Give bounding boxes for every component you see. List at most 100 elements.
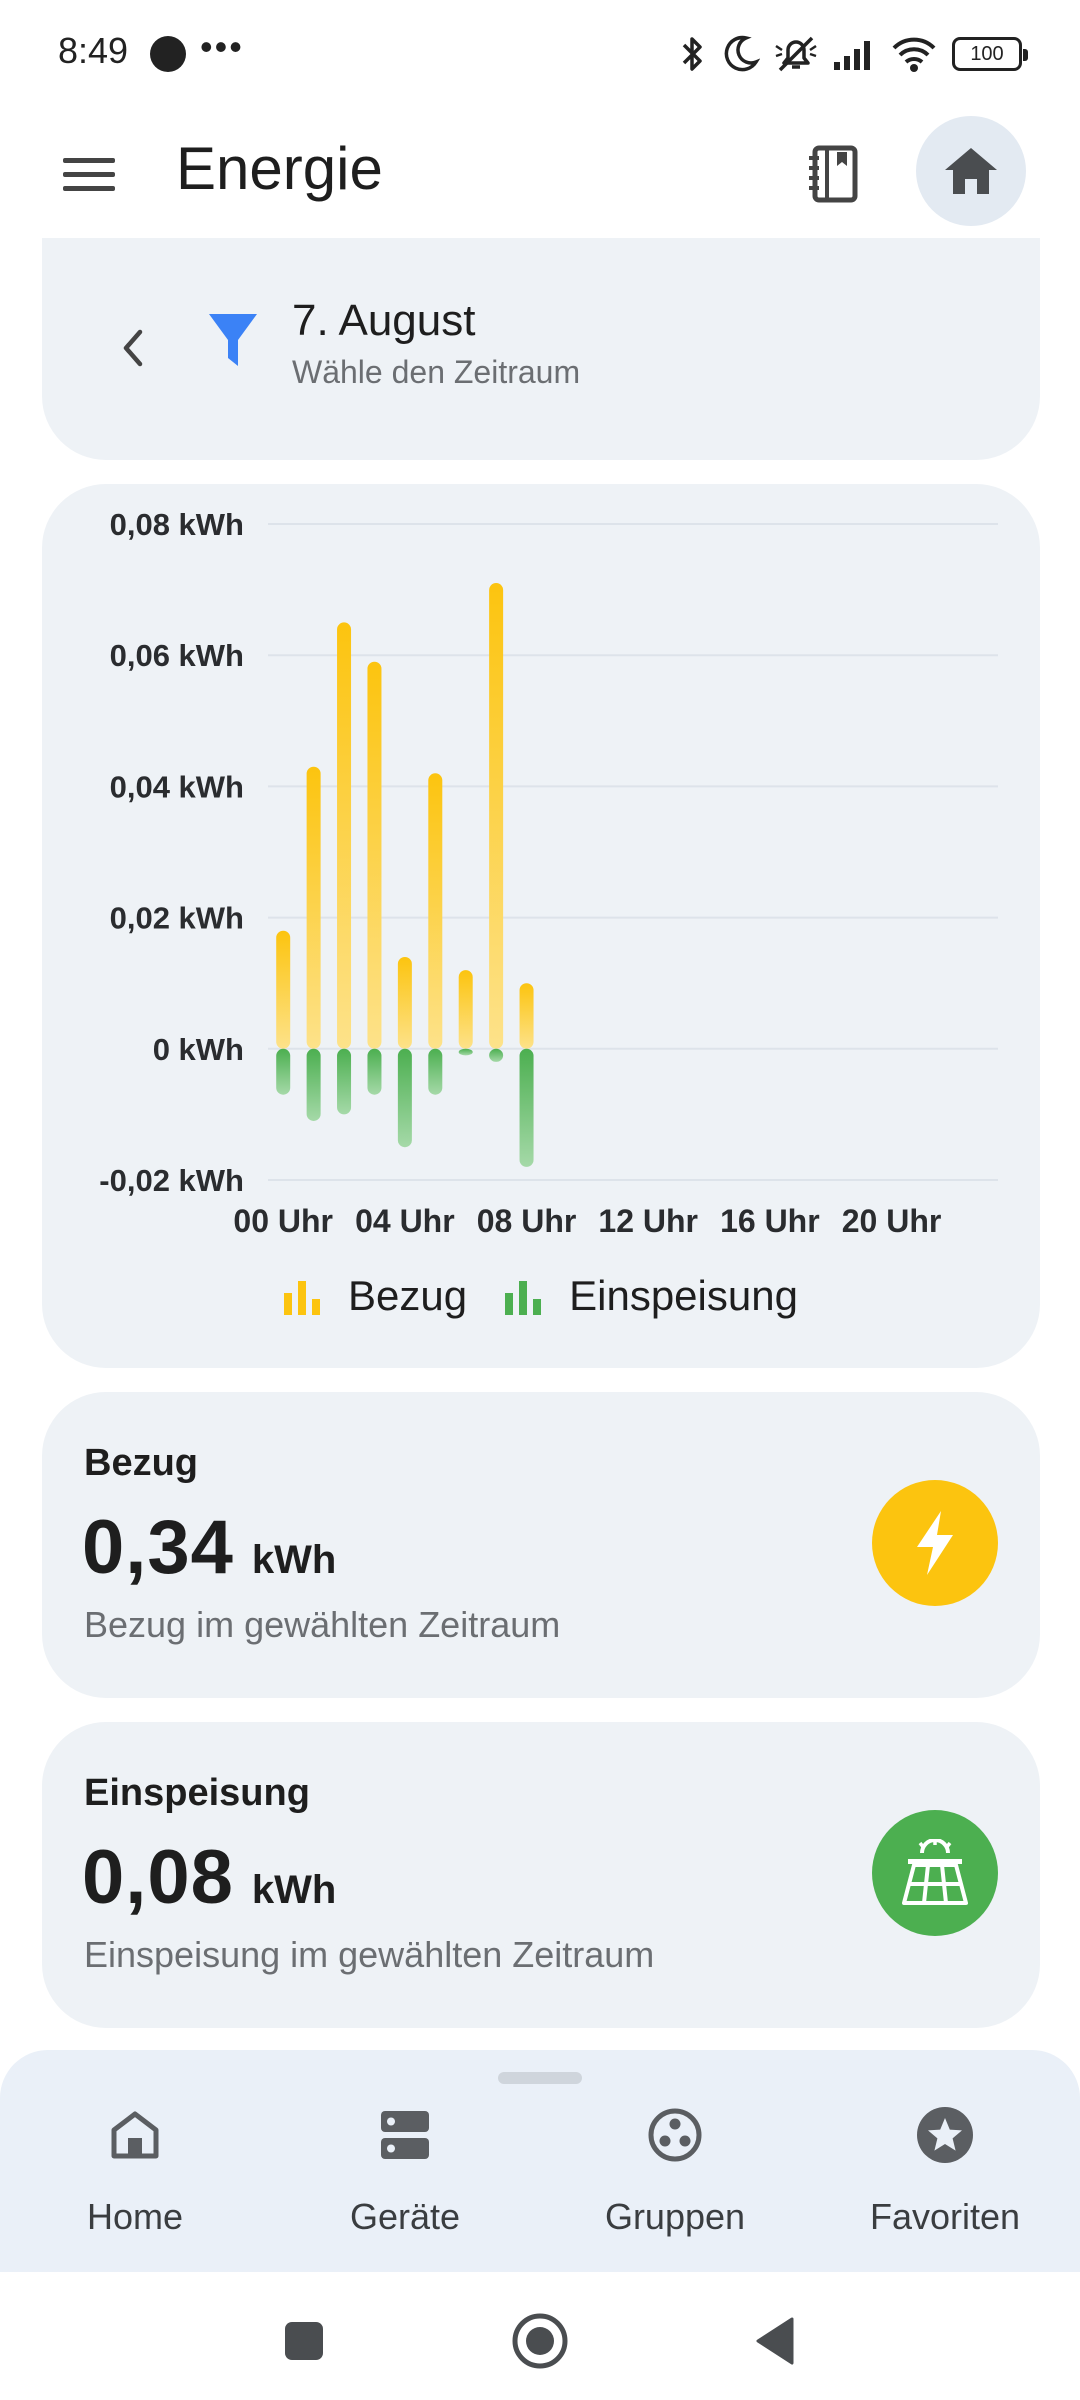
selected-date: 7. August xyxy=(292,296,476,345)
bar-einspeisung[interactable] xyxy=(458,1048,473,1056)
wifi-icon xyxy=(892,37,936,72)
x-tick-label: 20 Uhr xyxy=(842,1203,942,1239)
status-bar: 8:49 ••• 100 xyxy=(0,0,1080,108)
page-title: Energie xyxy=(176,135,383,202)
signal-icon xyxy=(834,41,870,70)
back-button[interactable] xyxy=(740,2306,810,2376)
home-outline-icon xyxy=(100,2100,170,2170)
bar-bezug[interactable] xyxy=(276,930,291,1049)
bar-einspeisung[interactable] xyxy=(397,1048,412,1148)
y-tick-label: 0,02 kWh xyxy=(110,901,244,936)
solar-panel-icon xyxy=(872,1810,998,1936)
previous-date-button[interactable] xyxy=(102,318,162,378)
muted-bell-icon xyxy=(775,36,817,72)
legend-swatch-einspeisung xyxy=(505,1281,542,1315)
nav-label-favoriten: Favoriten xyxy=(869,2196,1021,2237)
filter-icon xyxy=(207,310,259,375)
bluetooth-icon xyxy=(682,37,702,71)
chart-legend: Bezug Einspeisung xyxy=(42,1272,1040,1320)
system-navigation-bar xyxy=(0,2272,1080,2400)
y-tick-label: 0,04 kWh xyxy=(110,769,244,804)
bar-einspeisung[interactable] xyxy=(306,1048,321,1121)
book-button[interactable] xyxy=(796,136,872,212)
recents-button[interactable] xyxy=(269,2306,339,2376)
date-filter-card[interactable]: 7. August Wähle den Zeitraum xyxy=(42,238,1040,460)
nav-item-favoriten[interactable]: Favoriten xyxy=(810,2100,1080,2260)
einspeisung-value-row: 0,08 kWh xyxy=(82,1834,336,1921)
app-bar: Energie xyxy=(0,108,1080,238)
home-button[interactable] xyxy=(916,116,1026,226)
legend-item-bezug[interactable]: Bezug xyxy=(284,1272,467,1320)
bar-einspeisung[interactable] xyxy=(276,1048,291,1095)
moon-icon xyxy=(724,35,760,72)
nav-label-home: Home xyxy=(86,2196,184,2237)
back-icon xyxy=(756,2317,794,2365)
system-home-button[interactable] xyxy=(505,2306,575,2376)
bezug-unit: kWh xyxy=(251,1538,337,1582)
legend-item-einspeisung[interactable]: Einspeisung xyxy=(505,1272,798,1320)
legend-swatch-bezug xyxy=(284,1281,321,1315)
einspeisung-summary-card[interactable]: Einspeisung 0,08 kWh Einspeisung im gewä… xyxy=(42,1722,1040,2028)
star-icon xyxy=(910,2100,980,2170)
x-tick-label: 08 Uhr xyxy=(477,1203,577,1239)
bar-einspeisung[interactable] xyxy=(519,1048,534,1167)
drag-handle[interactable] xyxy=(498,2072,582,2084)
chevron-left-icon xyxy=(123,329,143,367)
bar-einspeisung[interactable] xyxy=(489,1048,504,1062)
bar-bezug[interactable] xyxy=(337,622,352,1049)
energy-bar-chart: 0,08 kWh 0,06 kWh 0,04 kWh 0,02 kWh 0 kWh -0,… xyxy=(99,507,998,1239)
bar-einspeisung[interactable] xyxy=(367,1048,382,1095)
x-tick-label: 04 Uhr xyxy=(355,1203,455,1239)
bezug-summary-card[interactable]: Bezug 0,34 kWh Bezug im gewählten Zeitra… xyxy=(42,1392,1040,1698)
nav-item-home[interactable]: Home xyxy=(0,2100,270,2260)
status-icons: 100 xyxy=(678,30,1028,78)
status-time: 8:49 xyxy=(58,30,129,71)
y-tick-label: -0,02 kWh xyxy=(99,1163,244,1198)
status-more: ••• xyxy=(200,26,244,67)
bottom-navigation: Home Geräte Gruppen Favoriten xyxy=(0,2050,1080,2272)
einspeisung-description: Einspeisung im gewählten Zeitraum xyxy=(84,1934,655,1975)
bar-bezug[interactable] xyxy=(519,983,534,1049)
groups-icon xyxy=(640,2100,710,2170)
nav-item-gruppen[interactable]: Gruppen xyxy=(540,2100,810,2260)
legend-label-einspeisung: Einspeisung xyxy=(569,1272,798,1319)
menu-icon xyxy=(63,158,115,191)
bezug-description: Bezug im gewählten Zeitraum xyxy=(84,1604,561,1645)
einspeisung-label: Einspeisung xyxy=(84,1772,310,1814)
nav-label-gruppen: Gruppen xyxy=(604,2196,746,2237)
bar-bezug[interactable] xyxy=(428,773,443,1049)
legend-label-bezug: Bezug xyxy=(348,1272,468,1319)
y-tick-label: 0,08 kWh xyxy=(110,507,244,542)
bar-bezug[interactable] xyxy=(306,766,321,1049)
bar-bezug[interactable] xyxy=(367,661,382,1049)
einspeisung-unit: kWh xyxy=(251,1868,337,1912)
date-subtitle: Wähle den Zeitraum xyxy=(292,354,581,390)
einspeisung-value: 0,08 xyxy=(82,1835,234,1920)
x-tick-label: 00 Uhr xyxy=(233,1203,333,1239)
bezug-value-row: 0,34 kWh xyxy=(82,1504,336,1591)
y-tick-label: 0,06 kWh xyxy=(110,638,244,673)
nav-label-geraete: Geräte xyxy=(349,2196,461,2237)
nav-item-geraete[interactable]: Geräte xyxy=(270,2100,540,2260)
menu-button[interactable] xyxy=(54,140,124,210)
bar-bezug[interactable] xyxy=(489,583,504,1049)
y-tick-label: 0 kWh xyxy=(153,1032,244,1067)
home-icon xyxy=(945,148,997,194)
bar-bezug[interactable] xyxy=(458,970,473,1049)
bezug-value: 0,34 xyxy=(82,1505,234,1590)
bar-bezug[interactable] xyxy=(397,956,412,1049)
notification-dot-icon xyxy=(150,36,186,72)
bar-einspeisung[interactable] xyxy=(337,1048,352,1115)
x-tick-label: 16 Uhr xyxy=(720,1203,820,1239)
devices-icon xyxy=(370,2100,440,2170)
recents-icon xyxy=(285,2322,323,2360)
bezug-label: Bezug xyxy=(84,1442,198,1484)
energy-chart-card: 0,08 kWh 0,06 kWh 0,04 kWh 0,02 kWh 0 kWh -0,… xyxy=(42,484,1040,1368)
bar-einspeisung[interactable] xyxy=(428,1048,443,1095)
battery-indicator: 100 xyxy=(952,37,1028,71)
x-tick-label: 12 Uhr xyxy=(598,1203,698,1239)
lightning-icon xyxy=(872,1480,998,1606)
book-icon xyxy=(809,145,858,203)
home-circle-icon xyxy=(512,2313,568,2369)
